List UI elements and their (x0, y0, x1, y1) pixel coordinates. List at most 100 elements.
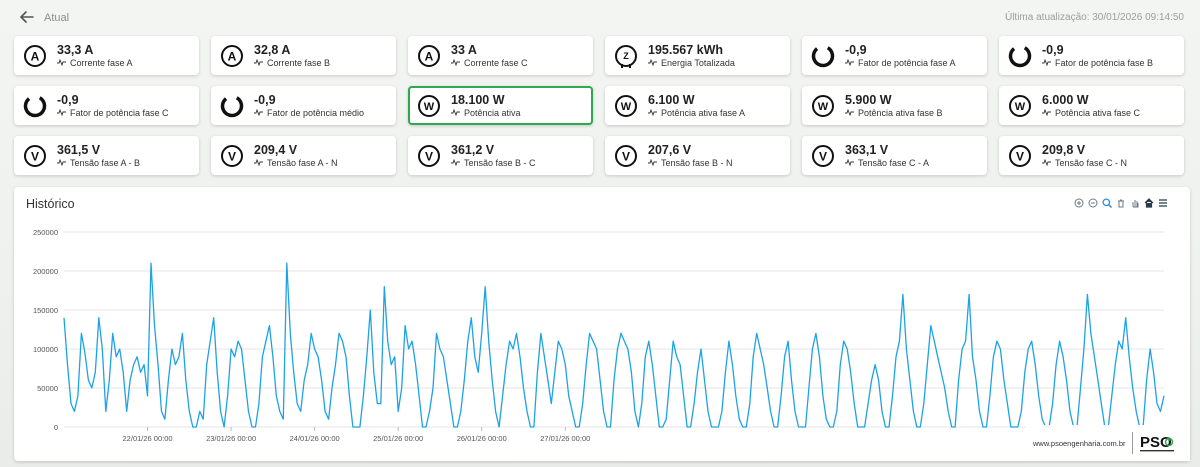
measurement-card[interactable]: -0,9 Fator de potência fase C (14, 86, 199, 125)
card-text: 363,1 V Tensão fase C - A (845, 143, 929, 169)
y-tick-label: 150000 (33, 306, 58, 315)
measurement-card[interactable]: W 5.900 W Potência ativa fase B (802, 86, 987, 125)
history-chart[interactable]: 0 50000 100000 150000 200000 250000 22/01/26 0… (14, 187, 1190, 461)
watt-icon: W (614, 94, 638, 118)
x-tick-label: 24/01/26 00:00 (290, 434, 340, 443)
card-label: Tensão fase C - N (1042, 157, 1127, 169)
measurement-card[interactable]: -0,9 Fator de potência fase A (802, 36, 987, 75)
measurement-card[interactable]: W 6.000 W Potência ativa fase C (999, 86, 1184, 125)
measurement-card[interactable]: A 33,3 A Corrente fase A (14, 36, 199, 75)
history-panel: Histórico 0 50000 100000 150000 200000 250000… (14, 187, 1190, 461)
y-tick-label: 250000 (33, 228, 58, 237)
x-tick-label: 26/01/26 00:00 (457, 434, 507, 443)
home-icon[interactable] (1144, 198, 1154, 208)
measurement-cards-grid: A 33,3 A Corrente fase A A 32,8 A Corrente fa… (14, 36, 1190, 175)
volt-icon: V (1008, 144, 1032, 168)
volt-icon: V (811, 144, 835, 168)
measurement-card[interactable]: V 361,2 V Tensão fase B - C (408, 136, 593, 175)
card-label-text: Fator de potência fase B (1055, 57, 1154, 68)
power-factor-gauge-icon (811, 44, 835, 68)
pulse-icon (254, 57, 267, 69)
svg-text:W: W (1015, 100, 1026, 112)
top-bar: Atual Última atualização: 30/01/2026 09:… (0, 0, 1200, 34)
card-label-text: Tensão fase A - N (267, 157, 338, 168)
power-factor-gauge-icon (220, 94, 244, 118)
history-title: Histórico (26, 197, 75, 211)
card-label-text: Corrente fase A (70, 57, 133, 68)
card-label-text: Potência ativa (464, 107, 521, 118)
company-logo: www.psoengenharia.com.br PSO (1025, 425, 1190, 461)
measurement-card[interactable]: W 18.100 W Potência ativa (408, 86, 593, 125)
card-text: -0,9 Fator de potência fase A (845, 43, 956, 69)
trash-icon[interactable] (1116, 198, 1126, 208)
measurement-card[interactable]: V 209,4 V Tensão fase A - N (211, 136, 396, 175)
card-label-text: Energia Totalizada (661, 57, 735, 68)
measurement-card[interactable]: A 33 A Corrente fase C (408, 36, 593, 75)
card-label-text: Fator de potência fase C (70, 107, 169, 118)
back-arrow-icon[interactable] (18, 9, 36, 25)
card-text: -0,9 Fator de potência fase C (57, 93, 169, 119)
svg-text:W: W (424, 100, 435, 112)
card-text: 209,8 V Tensão fase C - N (1042, 143, 1127, 169)
card-label-text: Tensão fase B - C (464, 157, 536, 168)
card-value: 6.000 W (1042, 92, 1089, 107)
svg-text:V: V (622, 149, 630, 163)
card-value: 207,6 V (648, 142, 692, 157)
card-label: Fator de potência fase A (845, 57, 956, 69)
card-text: 207,6 V Tensão fase B - N (648, 143, 733, 169)
card-label-text: Fator de potência fase A (858, 57, 956, 68)
pulse-icon (648, 57, 661, 69)
measurement-card[interactable]: W 6.100 W Potência ativa fase A (605, 86, 790, 125)
zoom-out-icon[interactable] (1088, 198, 1098, 208)
measurement-card[interactable]: Z 195.567 kWh Energia Totalizada (605, 36, 790, 75)
volt-icon: V (220, 144, 244, 168)
card-label-text: Tensão fase C - N (1055, 157, 1128, 168)
card-text: 33,3 A Corrente fase A (57, 43, 133, 69)
pan-hand-icon[interactable] (1130, 198, 1140, 208)
card-value: 209,8 V (1042, 142, 1086, 157)
pulse-icon (1042, 57, 1055, 69)
card-text: 6.100 W Potência ativa fase A (648, 93, 745, 119)
card-label: Tensão fase A - N (254, 157, 338, 169)
card-value: 5.900 W (845, 92, 892, 107)
measurement-card[interactable]: V 209,8 V Tensão fase C - N (999, 136, 1184, 175)
pulse-icon (451, 107, 464, 119)
card-label: Tensão fase C - A (845, 157, 929, 169)
card-text: -0,9 Fator de potência médio (254, 93, 364, 119)
energy-meter-icon: Z (614, 44, 638, 68)
y-tick-label: 200000 (33, 267, 58, 276)
svg-text:V: V (228, 149, 236, 163)
watt-icon: W (811, 94, 835, 118)
card-label: Energia Totalizada (648, 57, 735, 69)
card-label-text: Tensão fase B - N (661, 157, 733, 168)
card-text: 209,4 V Tensão fase A - N (254, 143, 338, 169)
measurement-card[interactable]: -0,9 Fator de potência fase B (999, 36, 1184, 75)
card-value: 33 A (451, 42, 477, 57)
menu-icon[interactable] (1158, 198, 1168, 208)
card-label-text: Tensão fase C - A (858, 157, 930, 168)
card-value: -0,9 (845, 42, 867, 57)
logo-divider (1131, 432, 1133, 454)
card-text: 18.100 W Potência ativa (451, 93, 521, 119)
card-label: Tensão fase B - C (451, 157, 536, 169)
svg-text:V: V (819, 149, 827, 163)
measurement-card[interactable]: V 361,5 V Tensão fase A - B (14, 136, 199, 175)
card-label: Fator de potência fase C (57, 107, 169, 119)
watt-icon: W (417, 94, 441, 118)
selection-zoom-icon[interactable] (1102, 198, 1112, 208)
measurement-card[interactable]: V 363,1 V Tensão fase C - A (802, 136, 987, 175)
pulse-icon (845, 57, 858, 69)
pulse-icon (845, 157, 858, 169)
svg-text:A: A (31, 49, 40, 63)
svg-text:A: A (425, 49, 434, 63)
power-factor-gauge-icon (1008, 44, 1032, 68)
card-text: 6.000 W Potência ativa fase C (1042, 93, 1140, 119)
measurement-card[interactable]: V 207,6 V Tensão fase B - N (605, 136, 790, 175)
pulse-icon (57, 157, 70, 169)
y-tick-label: 50000 (37, 384, 58, 393)
zoom-in-icon[interactable] (1074, 198, 1084, 208)
card-value: -0,9 (254, 92, 276, 107)
measurement-card[interactable]: A 32,8 A Corrente fase B (211, 36, 396, 75)
measurement-card[interactable]: -0,9 Fator de potência médio (211, 86, 396, 125)
pulse-icon (845, 107, 858, 119)
